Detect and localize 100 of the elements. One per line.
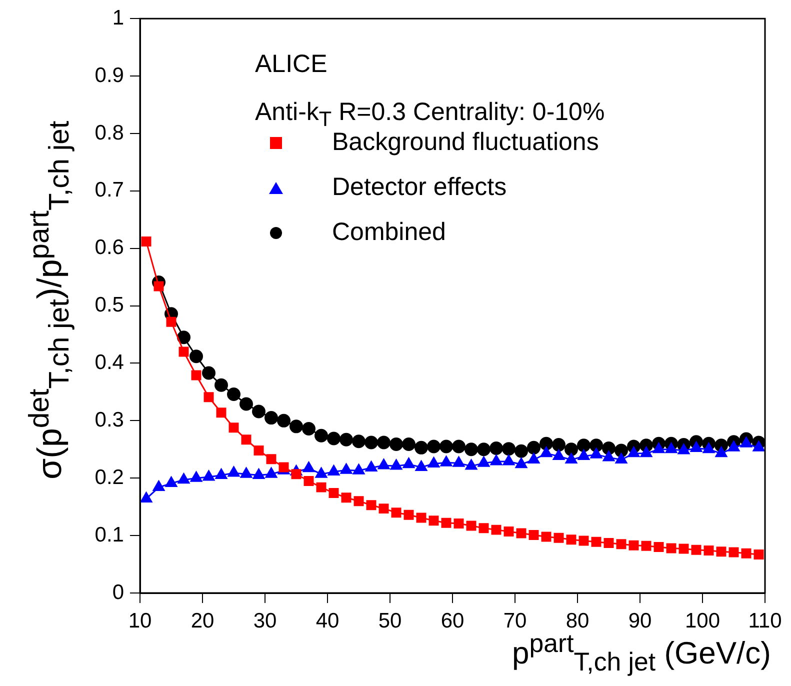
point bbox=[578, 450, 590, 460]
point bbox=[641, 540, 652, 551]
point bbox=[152, 480, 165, 492]
point bbox=[528, 452, 540, 464]
legend-label: Background fluctuations bbox=[332, 128, 599, 156]
point bbox=[464, 442, 478, 456]
point bbox=[502, 442, 516, 456]
point bbox=[541, 532, 552, 542]
x-tick-label: 110 bbox=[748, 609, 782, 632]
point bbox=[516, 528, 526, 538]
point bbox=[390, 437, 403, 451]
point bbox=[616, 539, 626, 550]
point bbox=[602, 442, 616, 455]
x-tick-label: 90 bbox=[628, 609, 652, 632]
annotation: Anti-k$_{T}$ R=0.3 Centrality: 0-10% bbox=[255, 98, 605, 131]
point bbox=[478, 523, 489, 534]
point bbox=[191, 370, 202, 380]
y-tick-label: 0.8 bbox=[94, 121, 124, 144]
point bbox=[190, 471, 202, 482]
point bbox=[240, 397, 253, 411]
point bbox=[352, 464, 365, 474]
y-tick-label: 0.3 bbox=[94, 408, 124, 432]
point bbox=[352, 434, 366, 448]
point bbox=[241, 434, 252, 445]
point bbox=[228, 422, 239, 433]
point bbox=[340, 463, 352, 474]
point bbox=[628, 446, 640, 458]
point bbox=[478, 456, 490, 467]
point bbox=[666, 543, 676, 554]
point bbox=[716, 546, 726, 557]
point bbox=[515, 458, 528, 468]
point bbox=[741, 548, 752, 558]
point bbox=[491, 524, 502, 535]
point bbox=[252, 468, 265, 479]
point bbox=[390, 459, 402, 470]
y-tick-label: 0 bbox=[112, 580, 124, 604]
point bbox=[440, 440, 453, 454]
point bbox=[554, 532, 564, 543]
legend-label: Detector effects bbox=[332, 172, 507, 203]
point bbox=[178, 473, 190, 484]
point bbox=[466, 520, 476, 531]
point bbox=[216, 408, 226, 418]
point bbox=[327, 432, 340, 446]
point bbox=[415, 460, 428, 471]
point bbox=[540, 446, 552, 458]
x-axis-title: p$^{part}$$_{T,ch jet}$ (GeV/c) bbox=[512, 630, 771, 677]
point bbox=[202, 470, 215, 481]
point bbox=[590, 448, 602, 458]
point bbox=[328, 465, 340, 476]
point bbox=[166, 316, 176, 327]
point bbox=[591, 536, 602, 547]
point bbox=[427, 440, 440, 454]
y-tick-label: 0.9 bbox=[94, 64, 124, 87]
x-tick-label: 30 bbox=[253, 609, 277, 632]
point bbox=[728, 440, 740, 452]
point bbox=[402, 437, 416, 451]
point bbox=[441, 518, 452, 528]
x-tick-label: 40 bbox=[316, 609, 340, 632]
point bbox=[654, 542, 664, 552]
point bbox=[378, 458, 390, 470]
point bbox=[628, 540, 639, 550]
point bbox=[465, 459, 478, 470]
point bbox=[452, 440, 466, 454]
annotation: ALICE bbox=[255, 49, 328, 80]
point bbox=[190, 350, 203, 364]
point bbox=[340, 432, 353, 446]
point bbox=[215, 468, 228, 479]
point bbox=[264, 411, 278, 425]
point bbox=[527, 440, 540, 454]
point bbox=[341, 492, 352, 503]
point bbox=[454, 518, 464, 528]
point bbox=[277, 414, 290, 428]
point bbox=[240, 467, 252, 478]
y-tick-label: 1 bbox=[112, 6, 124, 30]
point bbox=[564, 442, 578, 456]
point bbox=[590, 438, 603, 452]
point bbox=[178, 346, 189, 357]
point bbox=[715, 446, 728, 458]
legend-label: Combined bbox=[332, 217, 446, 248]
point bbox=[316, 482, 326, 492]
point bbox=[228, 466, 240, 477]
point bbox=[140, 492, 152, 503]
point bbox=[690, 442, 702, 452]
point bbox=[378, 504, 389, 514]
point bbox=[291, 469, 302, 480]
point bbox=[302, 462, 315, 472]
point bbox=[302, 422, 316, 436]
point bbox=[754, 550, 764, 560]
point bbox=[504, 526, 514, 537]
y-tick-label: 0.7 bbox=[94, 178, 124, 202]
point bbox=[364, 436, 378, 450]
x-tick-label: 20 bbox=[190, 609, 214, 632]
point bbox=[566, 534, 576, 545]
y-tick-label: 0.2 bbox=[94, 466, 124, 489]
point bbox=[577, 438, 590, 452]
point bbox=[665, 442, 678, 454]
point bbox=[154, 281, 164, 292]
point bbox=[404, 510, 414, 520]
point bbox=[678, 444, 690, 454]
point bbox=[728, 547, 739, 558]
